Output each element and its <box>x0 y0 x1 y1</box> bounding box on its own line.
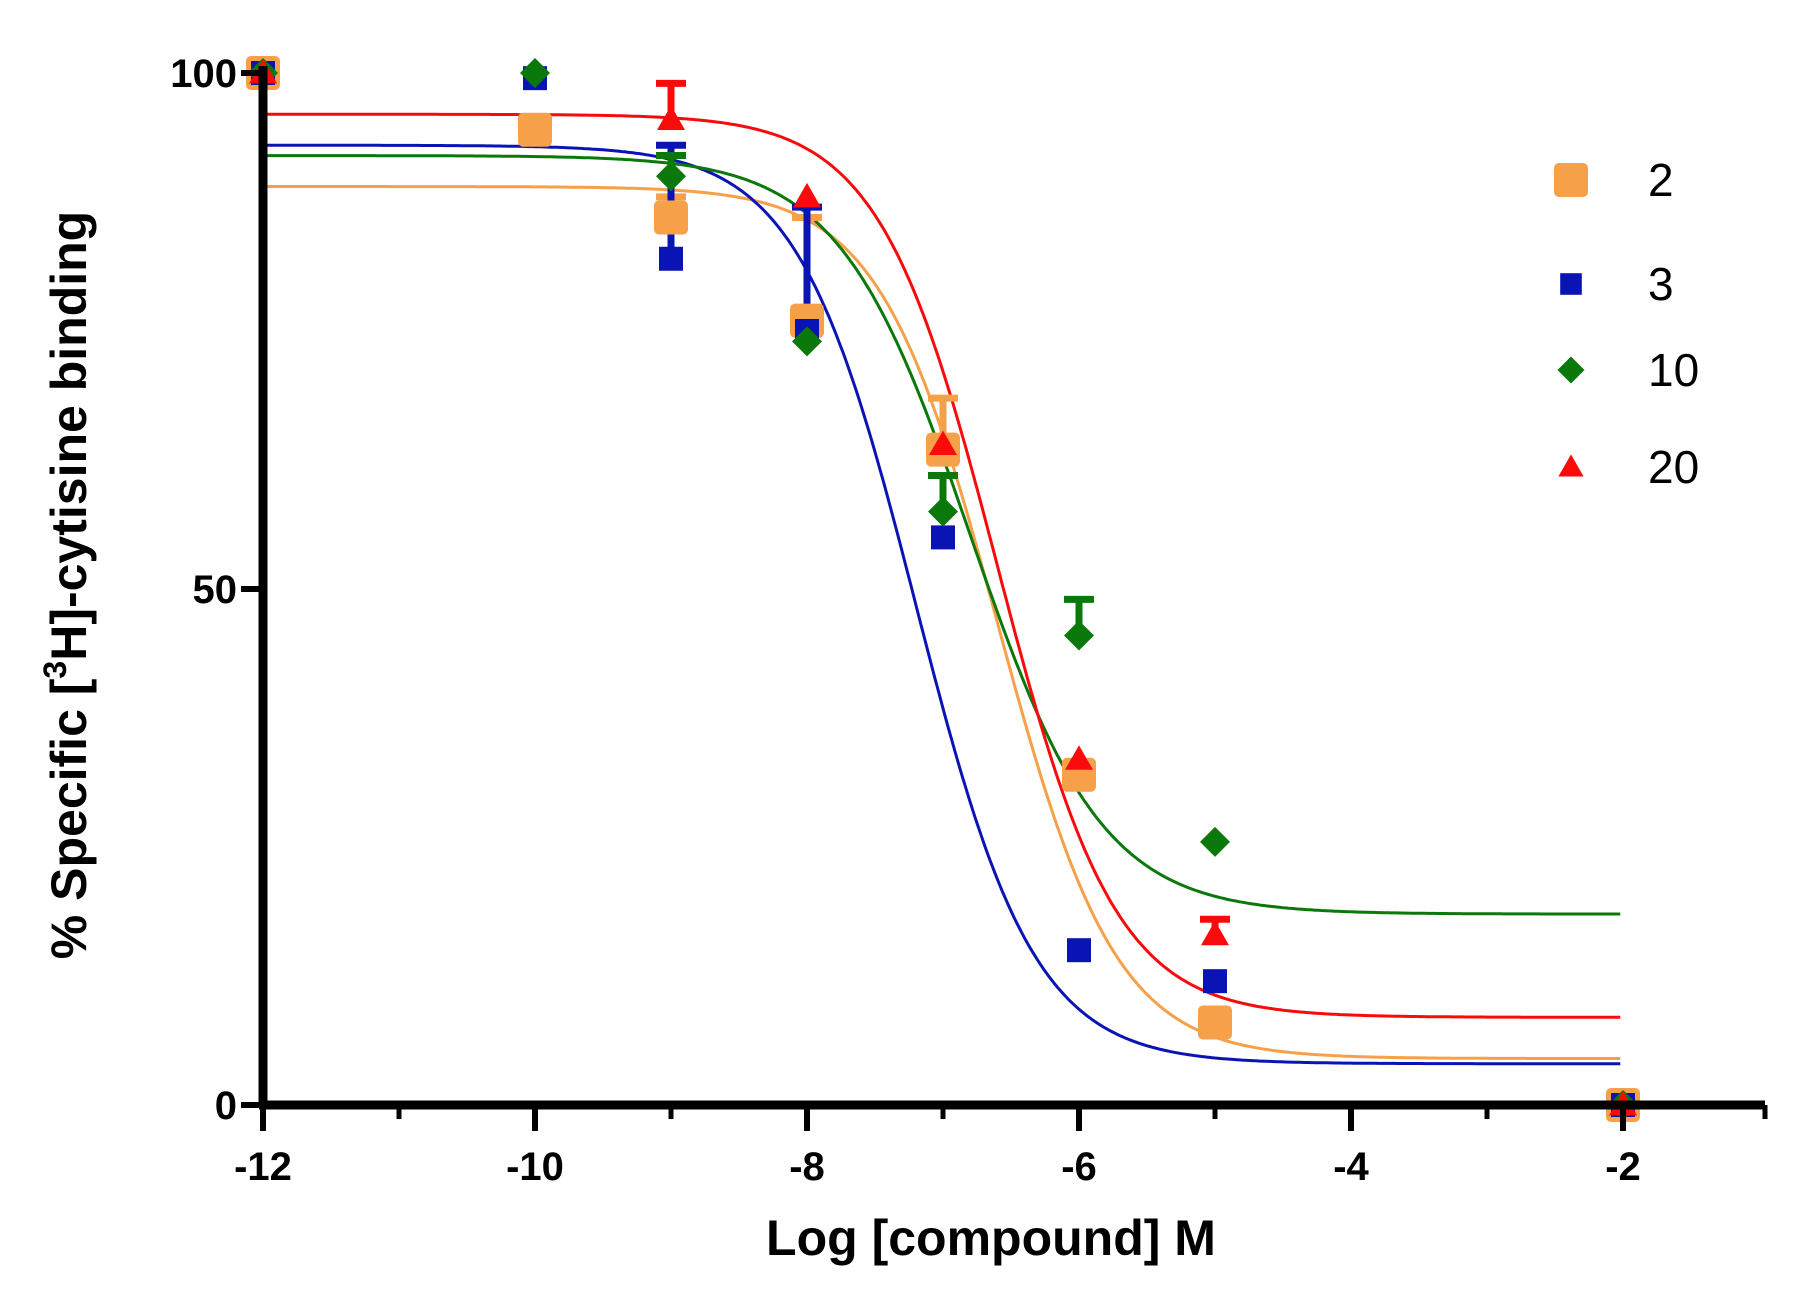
data-point-20 <box>929 430 957 456</box>
ticks: -12 -10 -8 -6 -4 -2 0 50 100 <box>170 52 1768 1189</box>
data-point-3 <box>931 525 955 550</box>
data-point-3 <box>659 246 683 271</box>
y-axis-title-suffix: H]-cytisine binding <box>41 211 97 661</box>
legend-label-3: 3 <box>1648 258 1674 310</box>
data-point-20 <box>793 182 821 208</box>
x-axis-title: Log [compound] M <box>766 1210 1216 1266</box>
data-point-20 <box>1065 745 1093 770</box>
legend-label-2: 2 <box>1648 154 1674 206</box>
legend-marker-3 <box>1560 273 1582 295</box>
data-point-20 <box>657 105 685 130</box>
x-tick-label: -4 <box>1333 1145 1369 1189</box>
legend-marker-2 <box>1554 163 1588 197</box>
legend-marker-10 <box>1557 356 1585 384</box>
x-tick-label: -8 <box>789 1145 825 1189</box>
data-point-20 <box>1201 920 1229 946</box>
x-tick-label: -12 <box>234 1145 292 1189</box>
data-points <box>246 56 1640 1122</box>
data-point-3 <box>1203 969 1227 994</box>
data-point-10 <box>1200 826 1230 857</box>
fit-curve-2 <box>263 185 1621 1060</box>
data-point-10 <box>656 161 686 192</box>
x-tick-label: -6 <box>1061 1145 1097 1189</box>
y-tick-label: 0 <box>215 1084 237 1128</box>
legend-label-10: 10 <box>1648 344 1699 396</box>
x-tick-label: -10 <box>506 1145 564 1189</box>
axes <box>258 66 1765 1110</box>
data-point-3 <box>1067 938 1091 963</box>
y-tick-label: 100 <box>170 52 237 96</box>
y-axis-title-superscript: 3 <box>37 661 73 679</box>
legend-marker-20 <box>1558 454 1584 477</box>
data-point-10 <box>928 496 958 527</box>
data-point-10 <box>520 58 550 88</box>
y-tick-label: 50 <box>193 568 238 612</box>
data-point-10 <box>792 326 822 357</box>
fit-curve-3 <box>263 143 1621 1066</box>
data-point-2 <box>654 200 688 235</box>
y-axis-title: % Specific [3H]-cytisine binding <box>37 211 97 959</box>
data-point-2 <box>518 112 552 147</box>
x-tick-label: -2 <box>1605 1145 1641 1189</box>
fit-curve-20 <box>263 112 1621 1019</box>
fit-curves <box>263 112 1621 1066</box>
data-point-2 <box>1198 1005 1232 1040</box>
y-axis-title-prefix: % Specific [ <box>41 678 97 959</box>
legend-label-20: 20 <box>1648 441 1699 493</box>
data-point-10 <box>1064 620 1094 651</box>
legend: 2 3 10 20 <box>1554 154 1699 493</box>
